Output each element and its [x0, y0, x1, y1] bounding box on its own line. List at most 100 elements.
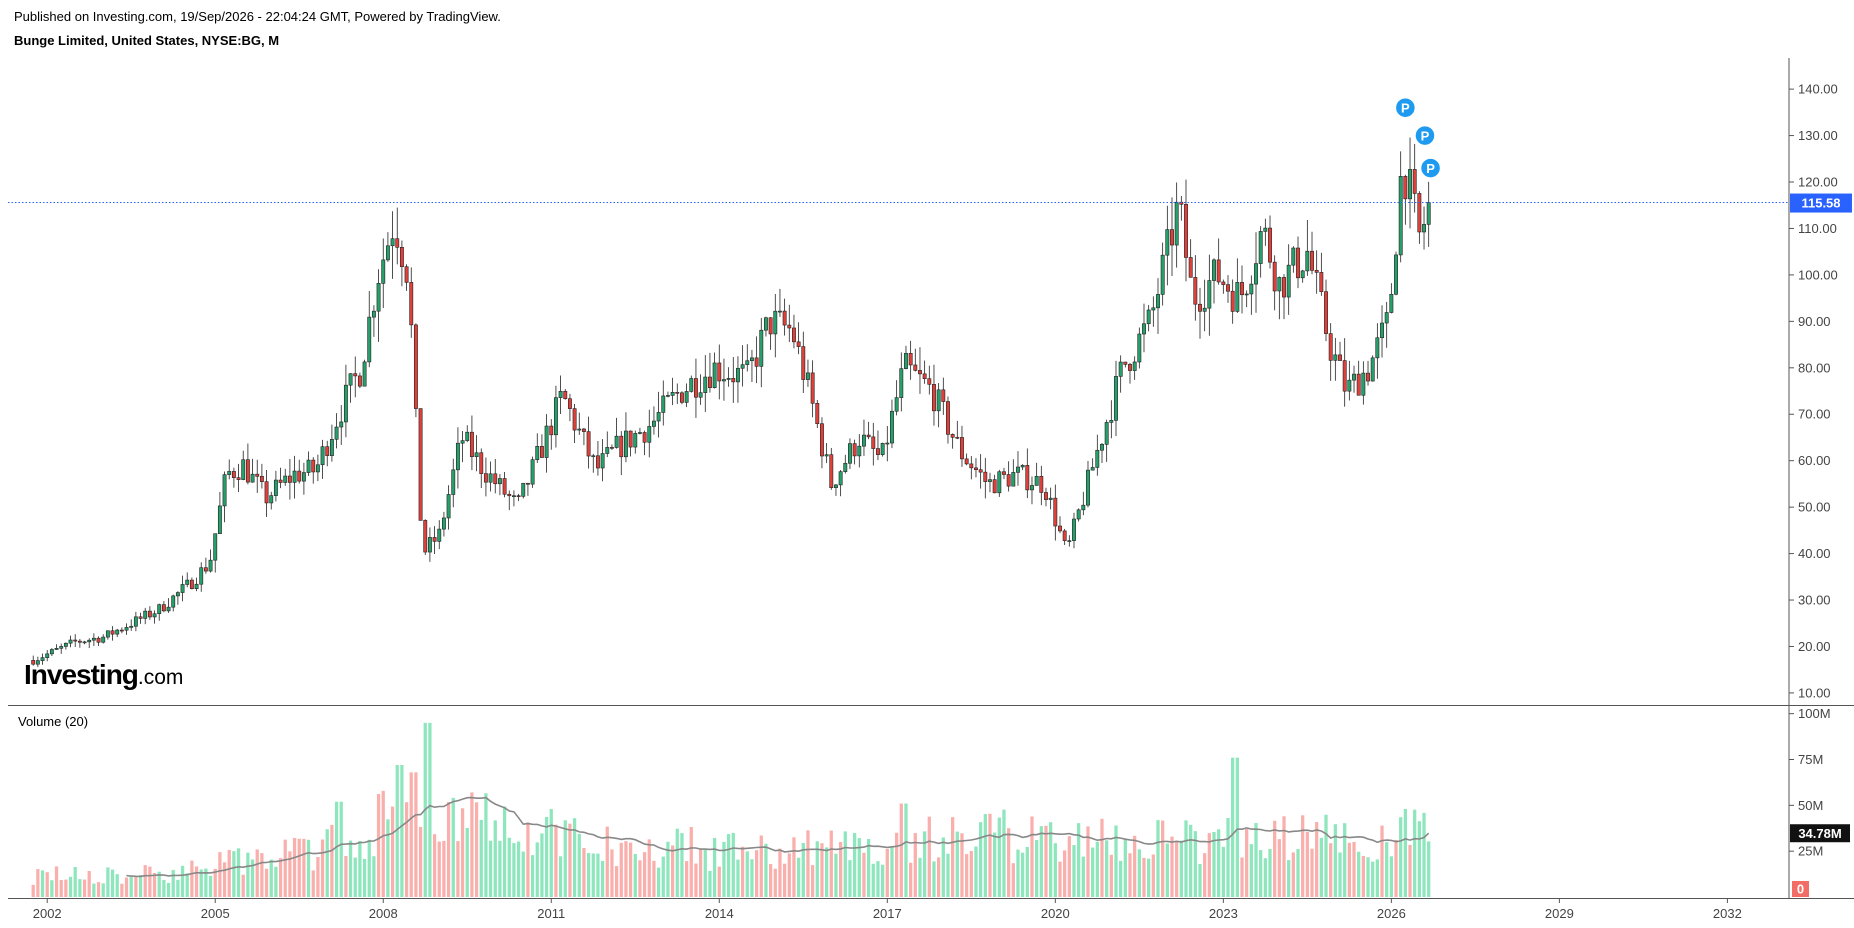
volume-bar [722, 841, 726, 897]
volume-bar [218, 852, 222, 897]
volume-bar [652, 860, 656, 897]
candle-body [997, 471, 1002, 494]
volume-bar [1161, 820, 1165, 897]
volume-bar [1007, 828, 1011, 897]
volume-bar [1333, 824, 1337, 897]
volume-bar [334, 801, 339, 897]
volume-bar [1063, 850, 1067, 897]
volume-bar [731, 832, 735, 897]
volume-bar [1086, 826, 1090, 897]
volume-bar [862, 852, 866, 897]
candle-body [1062, 530, 1067, 541]
volume-bar [591, 853, 595, 897]
volume-bar [955, 831, 959, 897]
candle-body [974, 467, 978, 471]
volume-bar [834, 853, 838, 897]
volume-bar [778, 848, 782, 897]
candle-body [54, 648, 59, 650]
volume-bar [965, 854, 969, 897]
candle-body [1030, 485, 1034, 491]
volume-bar [190, 860, 194, 897]
candle-body [1048, 497, 1053, 500]
volume-bar [152, 872, 157, 897]
volume-bar [526, 822, 530, 897]
price-tick-label: 60.00 [1798, 453, 1831, 468]
volume-bar [451, 797, 455, 897]
candle-body [264, 481, 269, 504]
candle-body [936, 389, 941, 412]
volume-bar [1133, 835, 1137, 897]
candle-body [1174, 201, 1179, 246]
volume-bar [381, 790, 385, 897]
candle-body [194, 583, 199, 589]
candle-body [698, 392, 703, 398]
volume-tick-label: 75M [1798, 752, 1823, 767]
volume-bar [68, 876, 73, 897]
candle-body [754, 357, 759, 367]
candle-body [1216, 259, 1221, 283]
volume-bar [610, 849, 614, 897]
candle-body [1207, 280, 1212, 309]
volume-bar [428, 722, 432, 897]
candle-body [367, 316, 372, 363]
volume-bar [698, 848, 703, 897]
marker-p-icon [1414, 124, 1436, 147]
volume-bar [694, 863, 698, 897]
volume-bar [759, 835, 763, 897]
volume-bar [64, 879, 68, 897]
candle-body [824, 454, 829, 457]
volume-bar [213, 868, 217, 897]
candle-body [1244, 293, 1249, 296]
volume-bar [1128, 853, 1132, 897]
candle-body [236, 477, 241, 480]
volume-bar [330, 824, 334, 897]
volume-bar [1151, 854, 1155, 897]
volume-bar [456, 841, 460, 897]
candle-body [708, 376, 712, 388]
candle-body [918, 370, 922, 375]
candle-body [339, 421, 344, 428]
candle-body [138, 616, 143, 619]
candle-body [792, 327, 796, 343]
volume-bar [801, 842, 805, 897]
candle-body [558, 390, 563, 398]
candle-body [782, 310, 787, 326]
volume-bar [1207, 833, 1211, 897]
volume-bar [843, 831, 847, 897]
volume-bar [1417, 821, 1421, 897]
candle-body [600, 453, 605, 469]
volume-bar [554, 824, 558, 897]
candle-body [497, 478, 502, 485]
candle-body [675, 392, 680, 394]
time-tick-label: 2032 [1713, 906, 1742, 921]
volume-bar [1091, 847, 1095, 897]
candle-body [1123, 361, 1128, 365]
candle-body [343, 384, 348, 423]
logo-suffix: .com [137, 666, 184, 689]
volume-bar [596, 853, 600, 897]
volume-bar [810, 865, 815, 897]
candle-body [395, 238, 400, 248]
candle-body [927, 378, 932, 385]
volume-bar [120, 883, 124, 897]
time-tick-label: 2017 [873, 906, 902, 921]
candle-body [1118, 361, 1123, 377]
candle-body [717, 362, 722, 382]
volume-bar [880, 864, 885, 897]
candle-body [1165, 229, 1170, 256]
volume-tick-label: 100M [1798, 706, 1831, 721]
candle-body [301, 472, 306, 482]
volume-bar [885, 848, 889, 897]
candle-body [1188, 257, 1193, 278]
candle-body [334, 426, 339, 440]
candle-body [507, 493, 512, 497]
candle-body [838, 471, 843, 486]
volume-zero-label: 0 [1797, 882, 1804, 897]
volume-bar [278, 858, 283, 897]
volume-bar [1049, 822, 1053, 897]
candle-body [745, 360, 750, 365]
volume-bar [96, 882, 101, 897]
volume-bar [941, 837, 945, 897]
